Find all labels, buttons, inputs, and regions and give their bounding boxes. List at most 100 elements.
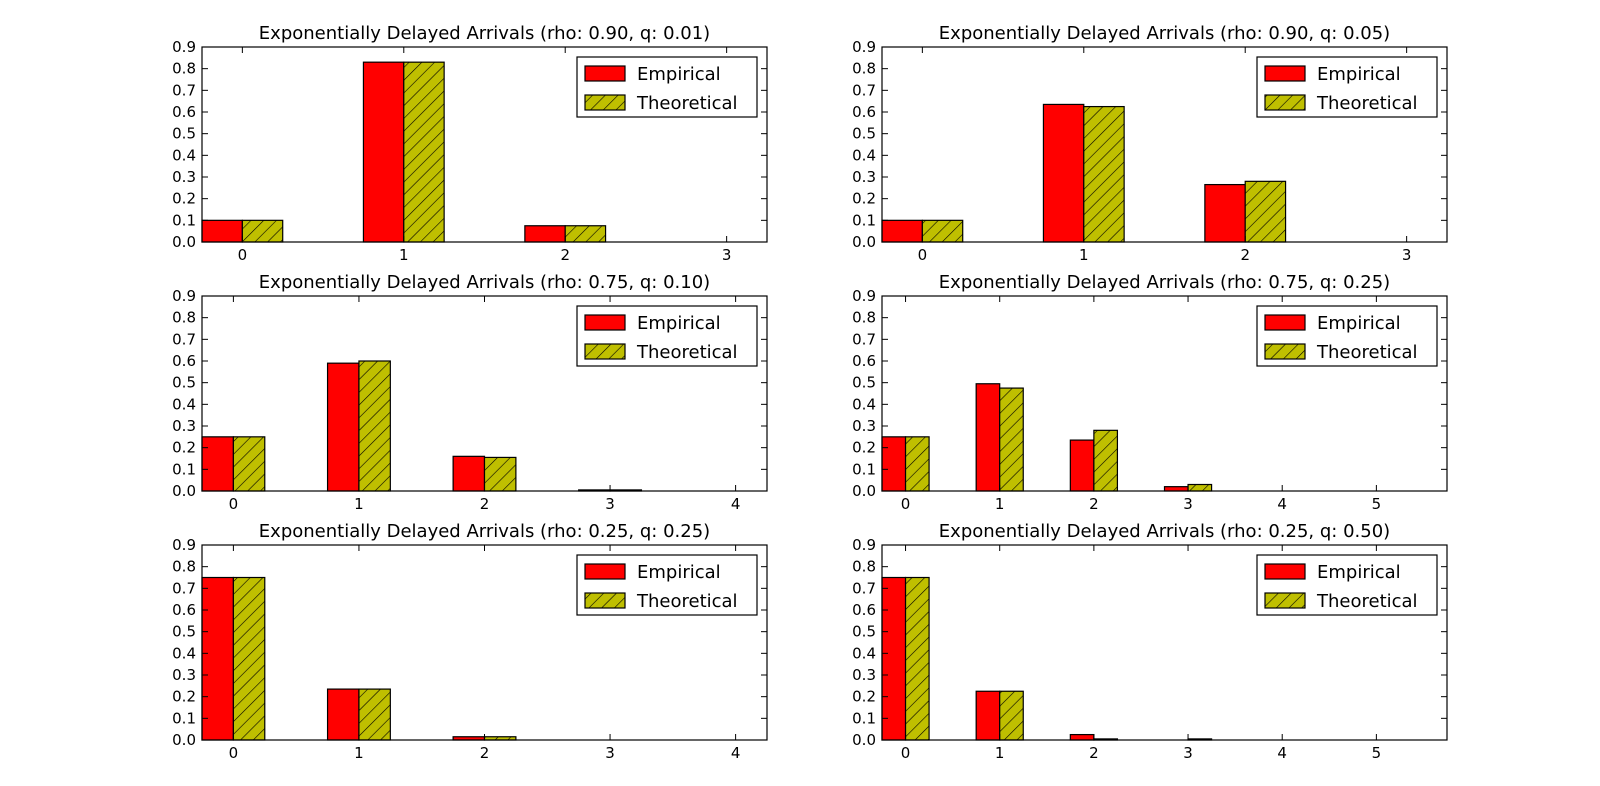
theoretical-legend-swatch [584,343,626,360]
legend: Empirical Theoretical [576,305,758,367]
y-tick-label: 0.4 [852,395,876,413]
empirical-legend-label: Empirical [1317,562,1401,583]
y-tick-label: 0.7 [172,81,196,99]
y-tick-label: 0.9 [172,287,196,305]
empirical-bar [524,225,566,243]
theoretical-bar [904,576,930,741]
y-tick-label: 0.9 [852,38,876,56]
theoretical-bar [999,690,1024,741]
y-tick-label: 0.4 [172,395,196,413]
y-tick-label: 0.9 [172,38,196,56]
chart-title: Exponentially Delayed Arrivals (rho: 0.7… [259,272,710,293]
theoretical-legend-label: Theoretical [636,342,738,363]
x-tick-label: 2 [1240,246,1250,264]
plot-frame [881,544,1448,741]
y-tick-label: 0.1 [852,460,876,478]
y-tick-label: 0.4 [172,644,196,662]
y-tick-label: 0.4 [172,146,196,164]
empirical-bar [201,576,234,741]
x-tick-label: 2 [480,744,490,762]
y-tick-label: 0.0 [852,731,876,749]
x-tick-label: 3 [605,495,615,513]
y-tick-label: 0.3 [172,168,196,186]
empirical-bar [326,362,360,492]
empirical-bar [326,688,360,741]
empirical-legend-swatch [1264,314,1306,331]
x-tick-label: 3 [1183,744,1193,762]
empirical-bar [362,61,405,243]
theoretical-legend-label: Theoretical [636,591,738,612]
empirical-bar [881,219,923,243]
y-tick-label: 0.6 [852,352,876,370]
theoretical-bar [232,576,266,741]
y-tick-label: 0.8 [172,309,196,327]
theoretical-legend-swatch [1264,94,1306,111]
y-tick-label: 0.0 [172,233,196,251]
empirical-bar [1069,733,1095,741]
chart-panel-2: Exponentially Delayed Arrivals (rho: 0.9… [852,23,1448,264]
empirical-bar [1204,183,1246,243]
chart-title: Exponentially Delayed Arrivals (rho: 0.9… [939,23,1390,44]
x-tick-label: 2 [1089,495,1099,513]
theoretical-bar [921,219,964,243]
x-tick-label: 0 [918,246,928,264]
empirical-bar [1042,103,1085,243]
empirical-bar [201,436,234,492]
theoretical-legend-label: Theoretical [1316,591,1418,612]
empirical-legend-swatch [1264,65,1306,82]
y-tick-label: 0.2 [852,439,876,457]
empirical-legend-swatch [584,314,626,331]
theoretical-bar [403,61,445,243]
y-tick-label: 0.9 [852,536,876,554]
theoretical-bar [358,688,391,741]
y-tick-label: 0.3 [852,168,876,186]
chart-panel-6: Exponentially Delayed Arrivals (rho: 0.2… [852,521,1448,762]
theoretical-bar [1083,105,1125,243]
y-tick-label: 0.1 [852,211,876,229]
x-tick-label: 1 [354,495,364,513]
y-tick-label: 0.2 [172,688,196,706]
y-tick-label: 0.1 [172,709,196,727]
chart-panel-3: Exponentially Delayed Arrivals (rho: 0.7… [172,272,768,513]
x-tick-label: 0 [229,495,239,513]
chart-title: Exponentially Delayed Arrivals (rho: 0.2… [259,521,710,542]
empirical-legend-label: Empirical [1317,64,1401,85]
y-tick-label: 0.6 [852,601,876,619]
chart-panel-5: Exponentially Delayed Arrivals (rho: 0.2… [172,521,768,762]
theoretical-bar [564,225,607,243]
plot-frame [881,295,1448,492]
x-tick-label: 1 [995,744,1005,762]
x-tick-label: 0 [238,246,248,264]
empirical-legend-swatch [1264,563,1306,580]
x-tick-label: 4 [1277,744,1287,762]
y-tick-label: 0.7 [852,330,876,348]
x-tick-label: 0 [901,744,911,762]
y-tick-label: 0.8 [172,558,196,576]
y-tick-label: 0.0 [172,731,196,749]
empirical-bar [881,576,907,741]
empirical-bar [1163,486,1189,492]
plot-frame [201,46,768,243]
y-tick-label: 0.0 [852,482,876,500]
x-tick-label: 4 [1277,495,1287,513]
x-tick-label: 3 [1402,246,1412,264]
theoretical-legend-swatch [1264,343,1306,360]
y-tick-label: 0.1 [172,460,196,478]
y-tick-label: 0.5 [852,125,876,143]
y-tick-label: 0.2 [172,190,196,208]
y-tick-label: 0.5 [852,623,876,641]
y-tick-label: 0.3 [172,417,196,435]
x-tick-label: 4 [731,495,741,513]
y-tick-label: 0.3 [852,666,876,684]
y-tick-label: 0.1 [852,709,876,727]
x-tick-label: 5 [1372,495,1382,513]
x-tick-label: 1 [354,744,364,762]
x-tick-label: 2 [480,495,490,513]
legend: Empirical Theoretical [576,554,758,616]
empirical-legend-label: Empirical [637,562,721,583]
x-tick-label: 2 [1089,744,1099,762]
y-tick-label: 0.2 [172,439,196,457]
y-tick-label: 0.9 [852,287,876,305]
chart-title: Exponentially Delayed Arrivals (rho: 0.9… [259,23,710,44]
